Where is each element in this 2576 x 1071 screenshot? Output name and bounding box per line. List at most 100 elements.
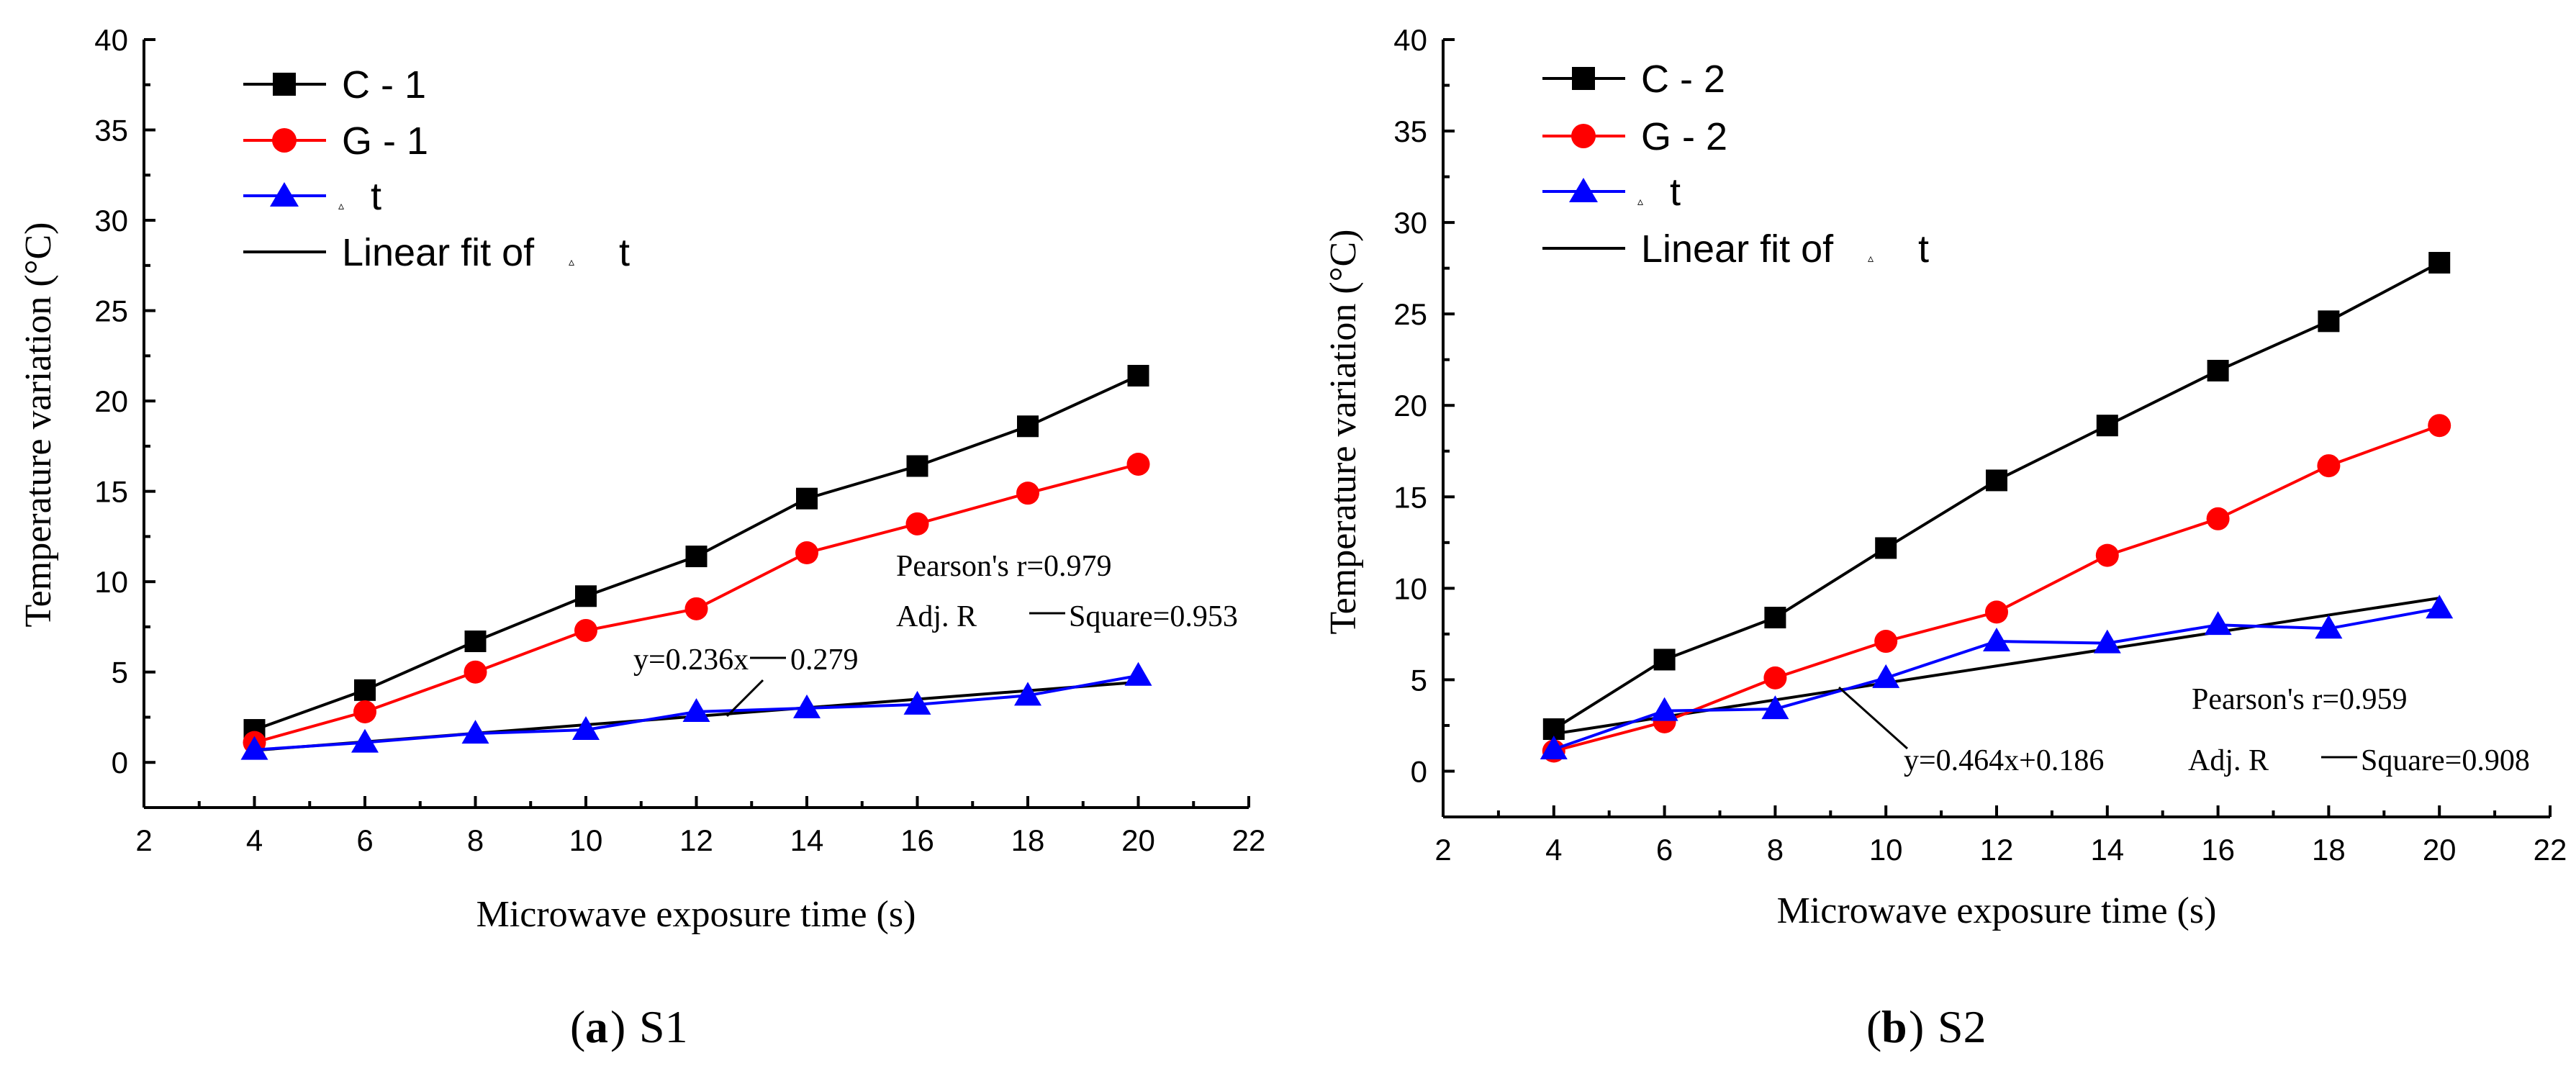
legend-b: C - 2 G - 2 ▵ t Linear fit of ▵ t xyxy=(1542,58,1929,271)
y-axis-title-b: Temperature variation (°C) xyxy=(1323,230,1364,635)
x-tick-label: 18 xyxy=(1011,823,1045,857)
legend-label-delta-t-b: t xyxy=(1670,171,1681,214)
y-tick-label: 10 xyxy=(1393,571,1427,605)
data-point-square xyxy=(1017,415,1039,438)
equation-annotation-b: y=0.464x+0.186 xyxy=(1904,744,2104,777)
data-point-circle xyxy=(2428,414,2451,438)
legend-a: C - 1 G - 1 ▵ t Linear fit of ▵ t xyxy=(243,63,630,274)
data-point-circle xyxy=(905,512,929,536)
caption-text-a: S1 xyxy=(639,1001,688,1052)
y-tick-label: 15 xyxy=(94,475,128,509)
x-tick-label: 12 xyxy=(1980,833,2014,867)
legend-label-fit-tail-b: t xyxy=(1918,227,1929,271)
data-point-triangle xyxy=(1761,695,1789,720)
data-point-circle xyxy=(1985,600,2008,624)
data-point-square xyxy=(464,631,487,653)
x-axis-title-a: Microwave exposure time (s) xyxy=(476,894,916,935)
x-tick-label: 18 xyxy=(2312,833,2346,867)
legend-label-fit-delta-symbol-a: ▵ xyxy=(569,256,574,268)
data-point-circle xyxy=(1016,482,1039,505)
legend-label-delta-t-a: t xyxy=(371,175,381,218)
x-tick-label: 2 xyxy=(135,823,152,857)
x-tick-label: 8 xyxy=(467,823,484,857)
data-point-square xyxy=(796,487,818,510)
y-tick-label: 10 xyxy=(94,565,128,599)
x-tick-label: 6 xyxy=(1656,833,1673,867)
legend-label-fit-a: Linear fit of xyxy=(342,231,535,274)
x-tick-label: 16 xyxy=(900,823,934,857)
data-point-triangle xyxy=(461,720,489,744)
adj-r-prefix-a: Adj. R xyxy=(896,600,977,633)
data-point-triangle xyxy=(793,694,821,718)
legend-marker-circle-a xyxy=(272,128,297,153)
chart-panel-a: 0 5 10 15 20 25 30 35 40 2 4 6 8 10 12 14 16 18 20 22 C - … xyxy=(18,23,1265,1052)
x-tick-label: 8 xyxy=(1767,833,1784,867)
data-point-square xyxy=(2318,310,2340,333)
data-point-square xyxy=(1986,469,2007,492)
legend-marker-circle-b xyxy=(1571,124,1596,148)
x-tick-label: 20 xyxy=(1121,823,1155,857)
data-point-triangle xyxy=(1872,664,1900,688)
x-tick-label: 6 xyxy=(356,823,373,857)
legend-label-c-2: C - 2 xyxy=(1641,58,1725,101)
data-point-circle xyxy=(353,700,376,723)
data-point-triangle xyxy=(682,697,710,722)
equation-pointer-b xyxy=(1838,686,1909,750)
data-point-square xyxy=(2428,252,2451,274)
x-tick-label: 2 xyxy=(1434,833,1451,867)
y-axis-title-a: Temperature variation (°C) xyxy=(18,222,59,628)
x-tick-label: 4 xyxy=(246,823,263,857)
caption-letter-b: b xyxy=(1881,1001,1907,1052)
data-point-circle xyxy=(795,541,818,565)
pearson-annotation-a: Pearson's r=0.979 xyxy=(896,550,1112,583)
data-point-triangle xyxy=(1124,661,1152,686)
x-axis-ticks-b: 2 4 6 8 10 12 14 16 18 20 22 xyxy=(1434,805,2567,867)
data-point-triangle xyxy=(2426,595,2454,619)
data-point-circle xyxy=(1126,452,1150,476)
data-point-square xyxy=(354,679,376,701)
y-tick-label: 40 xyxy=(1393,23,1427,57)
legend-label-c-1: C - 1 xyxy=(342,63,426,107)
data-point-square xyxy=(1764,607,1786,629)
data-point-square xyxy=(685,546,708,568)
annotations-b: Pearson's r=0.959 Adj. R Square=0.908 y=… xyxy=(1838,683,2530,777)
x-tick-label: 22 xyxy=(1232,823,1266,857)
data-point-square xyxy=(1875,537,1897,559)
x-axis-ticks-a: 2 4 6 8 10 12 14 16 18 20 22 xyxy=(135,796,1265,857)
adj-r-prefix-b: Adj. R xyxy=(2188,744,2269,777)
data-point-circle xyxy=(2206,507,2230,530)
x-tick-label: 14 xyxy=(2090,833,2124,867)
y-tick-label: 0 xyxy=(1411,754,1427,788)
legend-label-fit-b: Linear fit of xyxy=(1641,227,1834,271)
x-tick-label: 12 xyxy=(679,823,713,857)
data-point-circle xyxy=(464,660,487,684)
data-point-triangle xyxy=(351,728,379,753)
caption-open-paren-b: ( xyxy=(1866,1001,1881,1052)
y-tick-label: 25 xyxy=(1393,297,1427,331)
adj-r-suffix-a: Square=0.953 xyxy=(1069,600,1238,633)
series-group-a xyxy=(240,364,1152,760)
data-point-triangle xyxy=(2315,615,2343,639)
y-tick-label: 25 xyxy=(94,294,128,328)
data-point-triangle xyxy=(240,736,268,760)
x-tick-label: 22 xyxy=(2534,833,2567,867)
y-tick-label: 40 xyxy=(94,23,128,57)
caption-text-b: S2 xyxy=(1938,1001,1987,1052)
legend-label-fit-tail-a: t xyxy=(619,231,630,274)
y-tick-label: 30 xyxy=(94,204,128,238)
caption-open-paren-a: ( xyxy=(570,1001,585,1052)
caption-close-paren-a: ) xyxy=(610,1001,625,1052)
legend-label-g-1: G - 1 xyxy=(342,119,428,163)
data-point-circle xyxy=(2317,454,2341,478)
data-point-circle xyxy=(684,597,708,620)
caption-letter-a: a xyxy=(585,1001,608,1052)
y-tick-label: 30 xyxy=(1393,206,1427,240)
equation-annotation-a: y=0.236x xyxy=(633,643,749,677)
x-tick-label: 10 xyxy=(1869,833,1903,867)
y-tick-label: 0 xyxy=(112,746,128,779)
x-tick-label: 16 xyxy=(2201,833,2235,867)
caption-close-paren-b: ) xyxy=(1909,1001,1924,1052)
series-group-b xyxy=(1540,252,2454,763)
caption-a: ( a ) S1 xyxy=(570,1001,688,1052)
